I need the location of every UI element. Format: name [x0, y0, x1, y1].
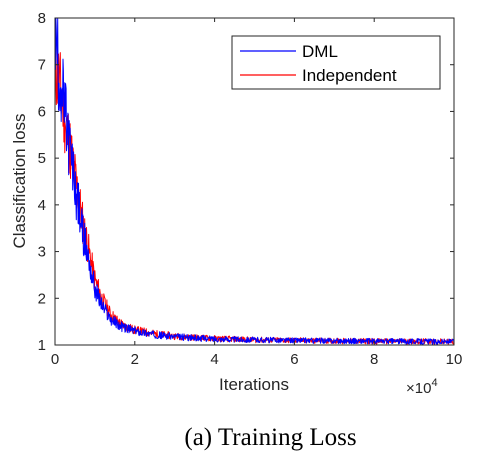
figure-caption: (a) Training Loss: [0, 424, 481, 452]
legend: DML Independent: [231, 35, 441, 90]
x-tick-label: 6: [290, 351, 298, 368]
axes-frame: [54, 17, 455, 346]
series-layer: [54, 17, 455, 345]
x-tick-label: 0: [51, 351, 59, 368]
series-line-dml: [54, 17, 455, 345]
legend-box: [231, 35, 441, 90]
y-tick-label: 2: [38, 290, 46, 307]
caption-text: (a) Training Loss: [184, 424, 357, 451]
x-tick-label: 10: [446, 351, 463, 368]
legend-label-independent: Independent: [302, 66, 397, 85]
x-exponent-label: ×104: [406, 377, 438, 397]
y-tick-label: 3: [38, 244, 46, 261]
y-tick-label: 4: [38, 197, 46, 214]
x-tick-label: 8: [370, 351, 378, 368]
y-axis-label: Classification loss: [10, 113, 29, 248]
legend-label-dml: DML: [302, 42, 338, 61]
x-axis-label: Iterations: [219, 375, 289, 394]
y-tick-label: 7: [38, 57, 46, 74]
y-tick-label: 8: [38, 10, 46, 27]
y-tick-label: 1: [38, 337, 46, 354]
y-tick-label: 5: [38, 150, 46, 167]
x-tick-label: 2: [131, 351, 139, 368]
y-tick-label: 6: [38, 103, 46, 120]
x-tick-label: 4: [210, 351, 218, 368]
